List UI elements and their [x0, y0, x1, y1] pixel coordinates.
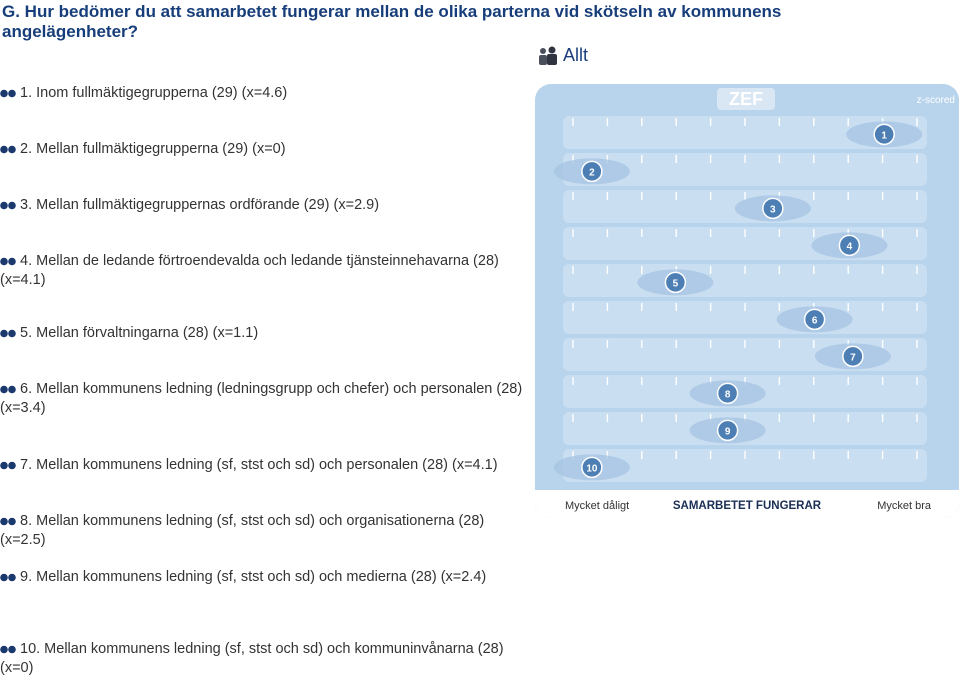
question-item: 1. Inom fullmäktigegrupperna (29) (x=4.6… — [0, 84, 525, 103]
data-point-label: 10 — [586, 463, 598, 474]
data-point — [664, 271, 687, 294]
chart-lane — [563, 116, 927, 149]
double-dot-bullet-icon — [0, 385, 16, 393]
data-point-label: 8 — [725, 389, 731, 400]
question-item: 4. Mellan de ledande förtroendevalda och… — [0, 252, 525, 290]
question-item: 7. Mellan kommunens ledning (sf, stst oc… — [0, 456, 525, 475]
question-text: 10. Mellan kommunens ledning (sf, stst o… — [0, 641, 504, 676]
question-text: 1. Inom fullmäktigegrupperna (29) (x=4.6… — [20, 85, 288, 101]
question-item: 10. Mellan kommunens ledning (sf, stst o… — [0, 640, 525, 678]
data-point-label: 1 — [881, 130, 887, 141]
question-item: 8. Mellan kommunens ledning (sf, stst oc… — [0, 512, 525, 550]
double-dot-bullet-icon — [0, 573, 16, 581]
question-text: 4. Mellan de ledande förtroendevalda och… — [0, 253, 499, 288]
question-text: 2. Mellan fullmäktigegrupperna (29) (x=0… — [20, 141, 286, 157]
zef-chart: ZEF z-scored 1 2 3 4 5 6 7 8 9 10 Mycket dåligt S… — [535, 88, 959, 518]
data-point — [803, 308, 826, 331]
double-dot-bullet-icon — [0, 329, 16, 337]
double-dot-bullet-icon — [0, 517, 16, 525]
double-dot-bullet-icon — [0, 257, 16, 265]
x-high-label: Mycket bra — [877, 500, 932, 512]
double-dot-bullet-icon — [0, 89, 16, 97]
data-point-label: 3 — [770, 204, 776, 215]
double-dot-bullet-icon — [0, 645, 16, 653]
zef-logo: ZEF — [729, 89, 763, 109]
chart-footer-bar — [535, 490, 959, 518]
question-item: 3. Mellan fullmäktigegruppernas ordföran… — [0, 196, 525, 215]
corner-label: z-scored — [917, 95, 955, 106]
x-mid-label: SAMARBETET FUNGERAR — [673, 500, 822, 512]
data-point — [842, 345, 864, 368]
zef-logo-badge — [717, 88, 775, 110]
data-point-label: 6 — [812, 315, 818, 326]
double-dot-bullet-icon — [0, 145, 16, 153]
question-text: 5. Mellan förvaltningarna (28) (x=1.1) — [20, 325, 259, 341]
page-title: G. Hur bedömer du att samarbetet fungera… — [2, 2, 782, 41]
data-point — [581, 160, 603, 183]
question-item: 9. Mellan kommunens ledning (sf, stst oc… — [0, 568, 525, 587]
data-point — [581, 456, 603, 479]
group-label: Allt — [537, 45, 588, 66]
data-point-label: 9 — [725, 426, 731, 437]
data-point — [838, 234, 861, 257]
data-point — [716, 382, 739, 405]
data-point-label: 5 — [673, 278, 679, 289]
question-text: 9. Mellan kommunens ledning (sf, stst oc… — [20, 569, 487, 585]
chart-lane — [563, 449, 927, 482]
data-point — [873, 123, 895, 146]
question-item: 5. Mellan förvaltningarna (28) (x=1.1) — [0, 324, 525, 343]
question-text: 7. Mellan kommunens ledning (sf, stst oc… — [20, 457, 498, 473]
data-point — [716, 419, 739, 442]
zef-chart-panel: ZEF z-scored 1 2 3 4 5 6 7 8 9 10 Mycket dåligt S… — [535, 84, 959, 518]
question-text: 3. Mellan fullmäktigegruppernas ordföran… — [20, 197, 380, 213]
data-point-label: 4 — [847, 241, 853, 252]
chart-lane — [563, 153, 927, 186]
data-point-label: 2 — [589, 167, 595, 178]
question-text: 8. Mellan kommunens ledning (sf, stst oc… — [0, 513, 485, 548]
group-people-icon — [539, 46, 557, 65]
x-low-label: Mycket dåligt — [565, 500, 629, 512]
group-label-text: Allt — [563, 45, 589, 65]
question-item: 6. Mellan kommunens ledning (ledningsgru… — [0, 380, 525, 418]
data-point — [762, 197, 784, 220]
double-dot-bullet-icon — [0, 201, 16, 209]
double-dot-bullet-icon — [0, 461, 16, 469]
question-text: 6. Mellan kommunens ledning (ledningsgru… — [0, 381, 523, 416]
data-point-label: 7 — [850, 352, 856, 363]
question-item: 2. Mellan fullmäktigegrupperna (29) (x=0… — [0, 140, 525, 159]
